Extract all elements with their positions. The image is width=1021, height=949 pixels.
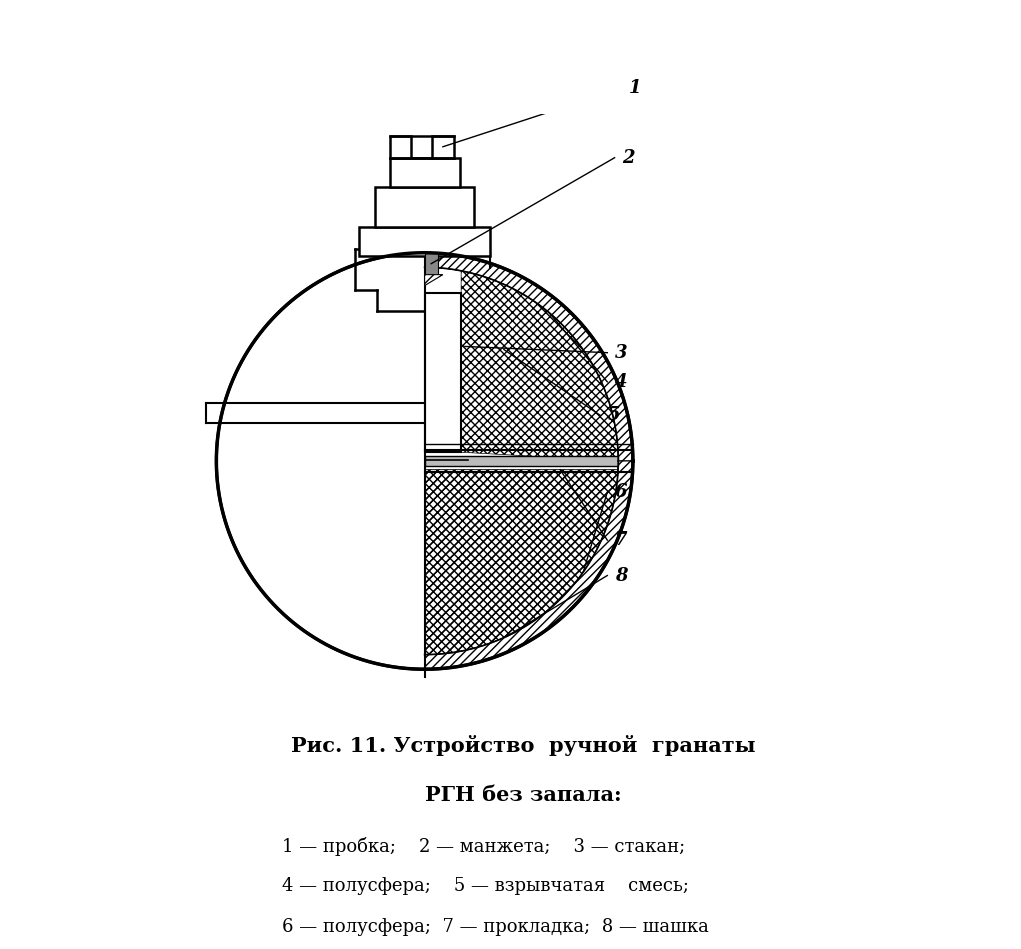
Text: 6: 6 xyxy=(615,483,627,501)
Polygon shape xyxy=(425,461,633,669)
Text: 7: 7 xyxy=(615,531,627,549)
Text: 4: 4 xyxy=(615,373,627,391)
Bar xyxy=(375,187,475,227)
Bar xyxy=(390,136,411,158)
Bar xyxy=(425,252,438,274)
Text: 8: 8 xyxy=(615,567,627,585)
Bar xyxy=(432,136,454,158)
Bar xyxy=(358,227,490,256)
Polygon shape xyxy=(425,252,633,461)
Text: 5: 5 xyxy=(607,406,620,424)
Text: 6 — полусфера;  7 — прокладка;  8 — шашка: 6 — полусфера; 7 — прокладка; 8 — шашка xyxy=(282,918,709,936)
Text: 4 — полусфера;    5 — взрывчатая    смесь;: 4 — полусфера; 5 — взрывчатая смесь; xyxy=(282,878,689,896)
Polygon shape xyxy=(425,274,443,286)
Polygon shape xyxy=(425,461,619,655)
Polygon shape xyxy=(448,269,619,461)
Bar xyxy=(425,292,461,453)
Polygon shape xyxy=(216,252,633,669)
Text: 1 — пробка;    2 — манжета;    3 — стакан;: 1 — пробка; 2 — манжета; 3 — стакан; xyxy=(282,837,685,856)
Text: 1: 1 xyxy=(629,80,642,98)
Text: 2: 2 xyxy=(622,149,634,167)
Text: 3: 3 xyxy=(615,344,627,362)
Text: Рис. 11. Устройство  ручной  гранаты: Рис. 11. Устройство ручной гранаты xyxy=(291,735,756,756)
Bar xyxy=(390,158,459,187)
Text: РГН без запала:: РГН без запала: xyxy=(425,785,622,805)
Bar xyxy=(425,456,619,466)
